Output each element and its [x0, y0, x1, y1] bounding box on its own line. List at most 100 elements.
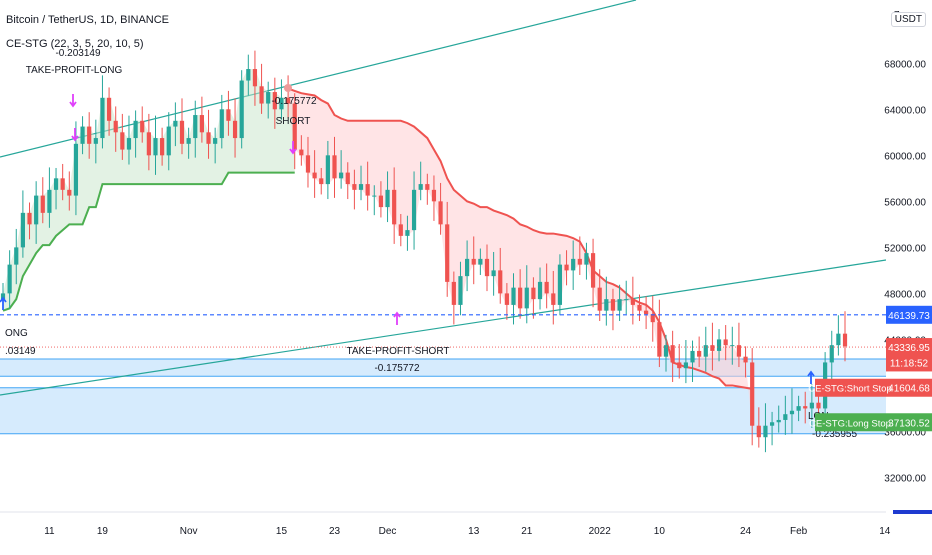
price-tag-text: 43336.95: [888, 343, 930, 354]
candle-body: [445, 224, 450, 282]
candle-body: [405, 230, 410, 236]
candle-body: [723, 339, 728, 346]
x-tick-label: 24: [740, 526, 752, 537]
candle-body: [816, 402, 821, 409]
annotation-label: -0.175772: [271, 96, 316, 107]
candle-body: [425, 184, 430, 190]
candle-body: [160, 138, 165, 156]
candle-body: [590, 253, 596, 288]
long-arrow-right: [807, 370, 815, 384]
short-stop-fill: [288, 88, 753, 426]
candle-body: [803, 406, 808, 409]
candle-body: [80, 126, 85, 144]
candle-body: [630, 299, 635, 305]
candle-body: [557, 264, 563, 305]
candle-body: [657, 322, 662, 357]
candle-body: [829, 345, 834, 363]
long-stop-line: [2, 171, 295, 312]
x-tick-label: Dec: [379, 526, 397, 537]
candle-body: [783, 414, 788, 420]
candle-body: [670, 345, 675, 363]
candle-body: [93, 138, 98, 144]
y-tick-label: 36000.00: [884, 427, 926, 438]
candle-body: [279, 97, 284, 110]
candle-body: [100, 97, 105, 139]
candle-body: [431, 189, 437, 202]
candle-body: [730, 345, 735, 347]
candle-body: [219, 109, 224, 139]
stop-tag-text: CE-STG:Short Stop: [808, 384, 891, 395]
candle-body: [769, 422, 775, 426]
annotation-label: SHORT: [276, 116, 311, 127]
price-tag-text: 11:18:52: [890, 358, 929, 369]
candle-body: [232, 120, 238, 139]
candle-body: [299, 149, 304, 156]
candle-body: [756, 425, 761, 438]
candle-body: [345, 172, 350, 185]
candle-body: [146, 132, 151, 156]
candle-body: [40, 195, 45, 213]
x-tick-label: 2022: [589, 526, 612, 537]
candle-body: [584, 253, 589, 265]
candle-body: [140, 120, 145, 133]
candle-body: [604, 299, 609, 311]
y-tick-label: 60000.00: [884, 151, 926, 162]
price-tag-text: 46139.73: [888, 311, 930, 322]
candle-body: [87, 126, 92, 144]
candle-body: [789, 410, 795, 415]
candle-body: [153, 138, 158, 156]
candle-body: [537, 281, 543, 300]
candle-body: [392, 189, 397, 225]
price-tag-box: [886, 338, 932, 357]
take-profit-long-arrow: [69, 94, 77, 108]
candle-body: [690, 350, 695, 363]
candle-body: [763, 425, 768, 438]
price-tag-text: 37130.52: [888, 418, 930, 429]
short-arrow: [289, 141, 297, 155]
x-tick-label: Feb: [790, 526, 808, 537]
annotation-label: TAKE-PROFIT-LONG: [26, 65, 123, 76]
candle-body: [411, 189, 417, 231]
zone-lower: [0, 387, 886, 434]
candle-body: [372, 195, 377, 197]
candle-body: [796, 406, 801, 411]
x-tick-label: 10: [654, 526, 666, 537]
short-stop-line: [287, 87, 753, 390]
x-tick-label: 21: [521, 526, 533, 537]
candle-body: [179, 120, 185, 144]
trend-line-lower: [0, 259, 887, 396]
candle-body: [710, 345, 715, 351]
y-tick-label: 32000.00: [884, 473, 926, 484]
candle-body: [246, 69, 251, 81]
candle-body: [716, 339, 722, 351]
candle-body: [339, 172, 344, 179]
candle-body: [743, 356, 748, 363]
candle-body: [511, 287, 516, 305]
candle-body: [650, 314, 655, 323]
candle-body: [120, 132, 125, 150]
y-axis-background: [886, 0, 932, 550]
annotation-label: -0.235955: [812, 429, 857, 440]
candle-body: [842, 333, 848, 347]
scale-handle: [893, 510, 932, 514]
currency-button[interactable]: USDT: [890, 12, 926, 27]
price-tag-box: [886, 413, 932, 432]
zone-upper: [0, 358, 886, 377]
x-tick-label: 23: [329, 526, 341, 537]
candle-body: [285, 97, 291, 104]
candle-body: [531, 287, 536, 300]
candle-body: [564, 264, 569, 271]
candle-body: [126, 138, 132, 150]
candle-body: [524, 287, 529, 309]
candle-body: [239, 80, 244, 139]
candle-body: [610, 299, 616, 311]
candle-body: [484, 258, 490, 277]
candle-body: [438, 201, 443, 225]
long-arrow-left: [0, 296, 7, 310]
candle-body: [206, 132, 211, 144]
x-tick-label: 13: [468, 526, 480, 537]
candle-body: [683, 362, 688, 369]
price-tag-box: [886, 305, 932, 324]
